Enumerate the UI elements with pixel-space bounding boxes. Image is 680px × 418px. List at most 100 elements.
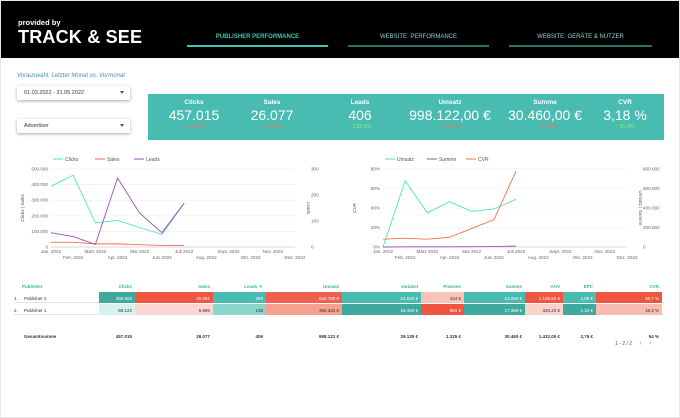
next-page-icon[interactable]: › <box>649 340 652 347</box>
y2-axis-title: Umsatz | Summe <box>638 190 643 226</box>
chevron-down-icon <box>120 124 124 127</box>
x-tick-label: Juli 2022 <box>175 249 194 254</box>
table-cell: 36,7 % <box>596 292 662 303</box>
kpi-umsatz: Umsatz 998.122,00 € ↓ -36,7% <box>402 94 498 130</box>
x-tick-label: März 2022 <box>417 249 439 254</box>
y2-tick-label: 0 <box>643 245 646 250</box>
table-row[interactable]: 2. Publisher 1 68.122 5.996 138 355.342 €16.4… <box>14 304 665 315</box>
column-header[interactable]: AOV <box>550 284 560 289</box>
column-header[interactable]: Clicks <box>118 284 132 289</box>
x-tick-label: Juni 2022 <box>152 255 172 260</box>
table-cell: 12.630 € <box>342 292 421 303</box>
table-cell: 388.903 <box>99 292 135 303</box>
table-cell: 355.342 € <box>266 304 342 315</box>
tab-underline <box>348 45 489 47</box>
table-cell: 642.780 € <box>266 292 342 303</box>
chart-umsatz-summe-cvr: 0% 20% 40% 60% 80% 0 200.000 400.000 600.000 800.… <box>352 157 660 260</box>
chart-clicks-sales-leads: 0 100.000 200.000 300.000 400.000 500.000 0 100… <box>20 157 319 260</box>
column-header[interactable]: Sales <box>198 284 210 289</box>
table-cell: 268 <box>213 292 266 303</box>
y2-tick-label: 300 <box>311 167 319 172</box>
y-tick-label: 300.000 <box>31 198 48 203</box>
y2-tick-label: 0 <box>311 245 314 250</box>
kpi-value: 3,18 % <box>603 107 647 123</box>
tab-underline <box>509 45 652 47</box>
kpi-change: ↓ -44,8% <box>183 124 205 130</box>
y-tick-label: 20% <box>371 225 380 230</box>
tab-publisher-performance[interactable]: PUBLISHER PERFORMANCE <box>187 34 328 47</box>
x-tick-label: Nov. 2022 <box>263 249 284 254</box>
x-tick-label: Sept. 2022 <box>217 249 240 254</box>
table-cell: 17.365 € <box>464 304 525 315</box>
series-line-summe <box>382 245 517 248</box>
total-cell: 1.325 € <box>445 333 461 339</box>
table-cell: 16.490 € <box>342 304 421 315</box>
chevron-down-icon <box>120 91 124 94</box>
legend-label: Clicks <box>65 157 79 163</box>
publisher-name: Publisher 1 <box>24 307 47 313</box>
total-cell: 998.122 € <box>318 333 339 339</box>
series-line-umsatz <box>382 179 517 248</box>
column-header[interactable]: Variabel <box>400 284 418 289</box>
kpi-change: ↓ -42,4% <box>261 124 283 130</box>
kpi-leads: Leads 406 ↑ 133,3% <box>324 94 396 130</box>
x-tick-label: Feb. 2022 <box>395 255 416 260</box>
y2-tick-label: 200.000 <box>643 225 660 230</box>
kpi-clicks: Clicks 457.015 ↓ -44,8% <box>158 94 230 130</box>
table-row[interactable]: 1. Publisher 2 388.903 20.081 268 642.780 €12… <box>14 292 665 303</box>
table-cell: 5.996 <box>135 304 213 315</box>
x-tick-label: Jan. 2022 <box>41 249 62 254</box>
x-tick-label: Sept. 2022 <box>549 249 572 254</box>
tab-label: PUBLISHER PERFORMANCE <box>215 34 300 40</box>
tab-website-devices-users[interactable]: WEBSITE: GERÄTE & NUTZER <box>509 34 652 47</box>
table-cell: 68.122 <box>99 304 135 315</box>
kpi-sales: Sales 26.077 ↓ -42,4% <box>236 94 308 130</box>
advertiser-filter[interactable]: Advertiser <box>17 119 130 133</box>
kpi-summe: Summe 30.460,00 € ↓ -20,6% <box>501 94 589 130</box>
legend-label: Leads <box>146 157 160 163</box>
total-cell: 30.460 € <box>504 333 522 339</box>
x-tick-label: Okt. 2022 <box>573 255 593 260</box>
y-tick-label: 80% <box>371 167 380 172</box>
kpi-change: ↓ -36,7% <box>439 124 461 130</box>
total-label: Gesamtsumme <box>24 333 57 339</box>
y-tick-label: 0 <box>45 245 48 250</box>
series-line-leads <box>50 177 185 245</box>
total-cell: 26.077 <box>196 333 210 339</box>
date-range-picker[interactable]: 01.03.2022 - 31.05.2022 <box>17 86 130 100</box>
total-cell: 29.135 € <box>400 333 418 339</box>
column-header[interactable]: CVR <box>649 284 659 289</box>
kpi-value: 406 <box>348 107 372 123</box>
x-tick-label: Jan. 2022 <box>373 249 394 254</box>
column-header[interactable]: Prämien <box>443 284 461 289</box>
column-header[interactable]: EPC <box>583 284 593 289</box>
kpi-value: 998.122,00 € <box>409 107 491 123</box>
table-cell: 444 € <box>421 292 464 303</box>
prev-page-icon[interactable]: ‹ <box>639 340 642 347</box>
tab-website-performance[interactable]: WEBSITE: PERFORMANCE <box>348 34 489 47</box>
header-bar: provided by TRACK & SEE PUBLISHER PERFOR… <box>1 1 679 58</box>
row-index: 1. <box>14 295 18 301</box>
series-line-sales <box>51 241 185 246</box>
series-line-clicks <box>50 174 185 236</box>
legend-label: CVR <box>478 157 489 163</box>
kpi-value: 26.077 <box>250 107 294 123</box>
y2-tick-label: 200 <box>311 193 319 198</box>
brand-tagline: provided by <box>18 18 61 27</box>
table-total-row: Gesamtsumme 457.015 26.077 406 998.122 € 29.1… <box>14 330 665 340</box>
kpi-label: Umsatz <box>438 99 462 106</box>
x-tick-label: Okt. 2022 <box>241 255 261 260</box>
column-header[interactable]: Summe <box>505 284 522 289</box>
column-header[interactable]: Umsatz <box>322 284 339 289</box>
total-cell: 2,79 € <box>580 333 593 339</box>
advertiser-filter-label: Advertiser <box>24 123 49 129</box>
publisher-name: Publisher 2 <box>24 295 47 301</box>
x-tick-label: Dez. 2022 <box>617 255 638 260</box>
x-tick-label: Apr. 2022 <box>440 255 460 260</box>
table-cell: 13.094 € <box>464 292 525 303</box>
column-header[interactable]: Publisher <box>22 284 43 289</box>
table-cell: 881 € <box>421 304 464 315</box>
kpi-cvr: CVR 3,18 % ↑ 25,4% <box>592 94 658 130</box>
column-header[interactable]: Leads ▼ <box>244 284 263 289</box>
